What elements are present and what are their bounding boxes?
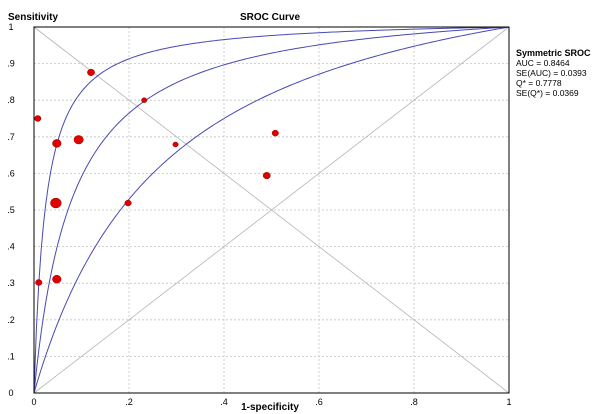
anti-diagonal-line xyxy=(33,26,510,394)
y-tick-label: .1 xyxy=(7,351,15,361)
reference-lines xyxy=(33,26,510,394)
y-tick-label: 1 xyxy=(8,22,13,32)
x-tick-label: .8 xyxy=(410,397,418,407)
x-tick-label: 0 xyxy=(31,397,36,407)
legend-se-auc: SE(AUC) = 0.0393 xyxy=(516,68,587,78)
study-point xyxy=(34,115,42,122)
x-tick-label: .6 xyxy=(315,397,323,407)
x-axis-label: 1-specificity xyxy=(241,402,299,413)
sroc-curve xyxy=(33,26,510,394)
y-tick-label: .9 xyxy=(7,59,15,69)
legend-auc: AUC = 0.8464 xyxy=(516,58,570,68)
sroc-curve xyxy=(33,26,510,394)
x-tick-label: .4 xyxy=(220,397,228,407)
legend-title: Symmetric SROC xyxy=(516,48,591,58)
y-tick-label: .8 xyxy=(7,95,15,105)
study-point xyxy=(87,68,95,76)
study-point xyxy=(50,197,62,209)
study-point xyxy=(73,135,84,145)
study-point xyxy=(172,141,179,148)
plot-frame xyxy=(33,26,510,394)
y-axis-label: Sensitivity xyxy=(8,12,58,23)
study-point xyxy=(52,139,62,148)
study-point xyxy=(271,129,279,137)
y-tick-label: .3 xyxy=(7,278,15,288)
legend-q-star: Q* = 0.7778 xyxy=(516,78,562,88)
sroc-curves xyxy=(33,26,510,394)
y-tick-label: .5 xyxy=(7,205,15,215)
study-point xyxy=(124,199,132,207)
study-point xyxy=(262,172,271,180)
study-point xyxy=(35,279,43,286)
x-tick-labels: 0 .2 .4 .6 .8 1 xyxy=(31,397,511,407)
x-tick-label: .2 xyxy=(125,397,133,407)
study-point xyxy=(141,97,148,103)
y-tick-labels: 0 .1 .2 .3 .4 .5 .6 .7 .8 .9 1 xyxy=(7,22,15,398)
study-points xyxy=(34,68,279,286)
legend-se-q-star: SE(Q*) = 0.0369 xyxy=(516,88,579,98)
y-tick-label: 0 xyxy=(8,388,13,398)
y-tick-label: .7 xyxy=(7,132,15,142)
study-point xyxy=(52,274,62,284)
y-tick-label: .4 xyxy=(7,242,15,252)
y-tick-label: .2 xyxy=(7,315,15,325)
x-tick-label: 1 xyxy=(506,397,511,407)
chart-title: SROC Curve xyxy=(240,12,300,23)
y-tick-label: .6 xyxy=(7,168,15,178)
sroc-curve xyxy=(33,26,510,394)
legend: Symmetric SROC AUC = 0.8464 SE(AUC) = 0.… xyxy=(516,48,591,98)
